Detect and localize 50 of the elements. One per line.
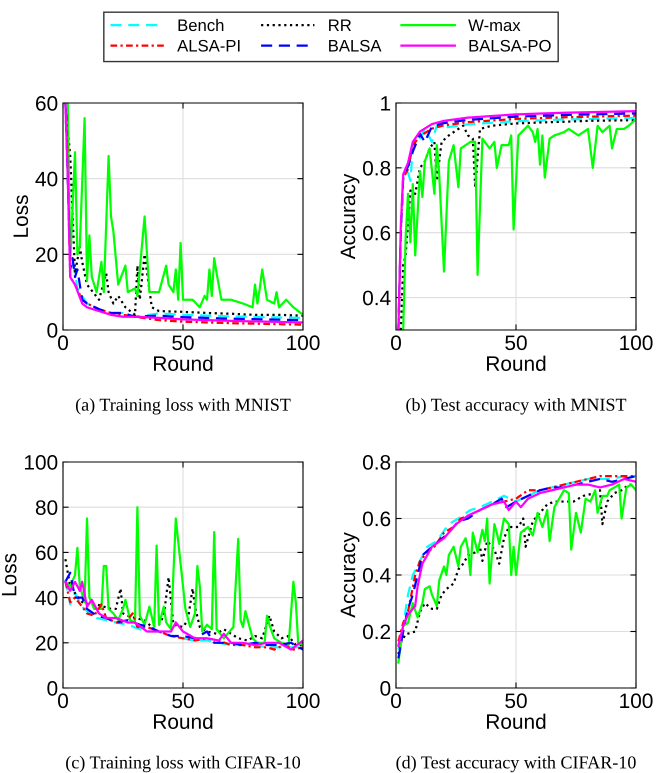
- x-tick-label: 0: [58, 335, 68, 350]
- x-tick-label: 0: [391, 693, 401, 708]
- y-tick-label: 80: [36, 500, 58, 515]
- x-tick-label: 50: [172, 335, 194, 350]
- legend-label: Bench: [178, 18, 224, 32]
- y-axis-title: Accuracy: [340, 532, 360, 618]
- line-series: [64, 506, 303, 646]
- x-axis-title: Round: [154, 356, 212, 371]
- y-tick-label: 0: [47, 681, 58, 696]
- y-axis-title: Accuracy: [340, 174, 360, 260]
- text: (a) Training loss with MNIST: [76, 398, 291, 415]
- x-tick-label: 0: [391, 335, 401, 350]
- x-axis-title: Round: [487, 714, 546, 729]
- x-axis-title: Round: [487, 356, 546, 371]
- x-tick-label: 100: [620, 693, 653, 708]
- y-axis-title: Loss: [14, 195, 28, 237]
- y-tick-label: 0.8: [362, 160, 390, 176]
- legend-label: BALSA: [329, 40, 382, 52]
- x-tick-label: 0: [58, 693, 68, 708]
- y-tick-label: 20: [36, 636, 58, 651]
- legend-label: ALSA-PI: [177, 40, 240, 52]
- x-tick-label: 100: [287, 693, 320, 708]
- x-tick-label: 100: [620, 335, 653, 350]
- x-axis-title: Round: [154, 714, 212, 729]
- x-tick-label: 50: [172, 693, 194, 708]
- text: (b) Test accuracy with MNIST: [406, 398, 626, 415]
- y-tick-label: 0.6: [362, 226, 390, 240]
- y-tick-label: 40: [35, 172, 58, 186]
- legend-label: BALSA-PO: [470, 40, 551, 52]
- y-tick-label: 0.4: [362, 568, 391, 583]
- y-tick-label: 100: [24, 455, 58, 470]
- y-tick-label: 0: [47, 323, 58, 338]
- x-tick-label: 50: [505, 335, 527, 350]
- y-tick-label: 60: [36, 96, 58, 111]
- y-axis-title: Loss: [2, 554, 16, 596]
- y-tick-label: 20: [36, 247, 58, 262]
- y-tick-label: 1: [381, 96, 390, 111]
- y-tick-label: 40: [35, 590, 58, 606]
- legend-label: W-max: [468, 19, 520, 32]
- legend-label: RR: [329, 19, 352, 31]
- x-tick-label: 100: [287, 335, 320, 350]
- x-tick-label: 50: [505, 693, 527, 708]
- text: (c) Training loss with CIFAR-10: [66, 756, 300, 772]
- y-tick-label: 60: [36, 545, 58, 560]
- y-tick-label: 0: [380, 681, 390, 696]
- y-tick-label: 0.6: [362, 512, 390, 526]
- y-tick-label: 0.8: [362, 455, 390, 470]
- text: (d) Test accuracy with CIFAR-10: [396, 756, 636, 772]
- y-tick-label: 0.2: [362, 624, 390, 640]
- y-tick-label: 0.4: [362, 290, 391, 306]
